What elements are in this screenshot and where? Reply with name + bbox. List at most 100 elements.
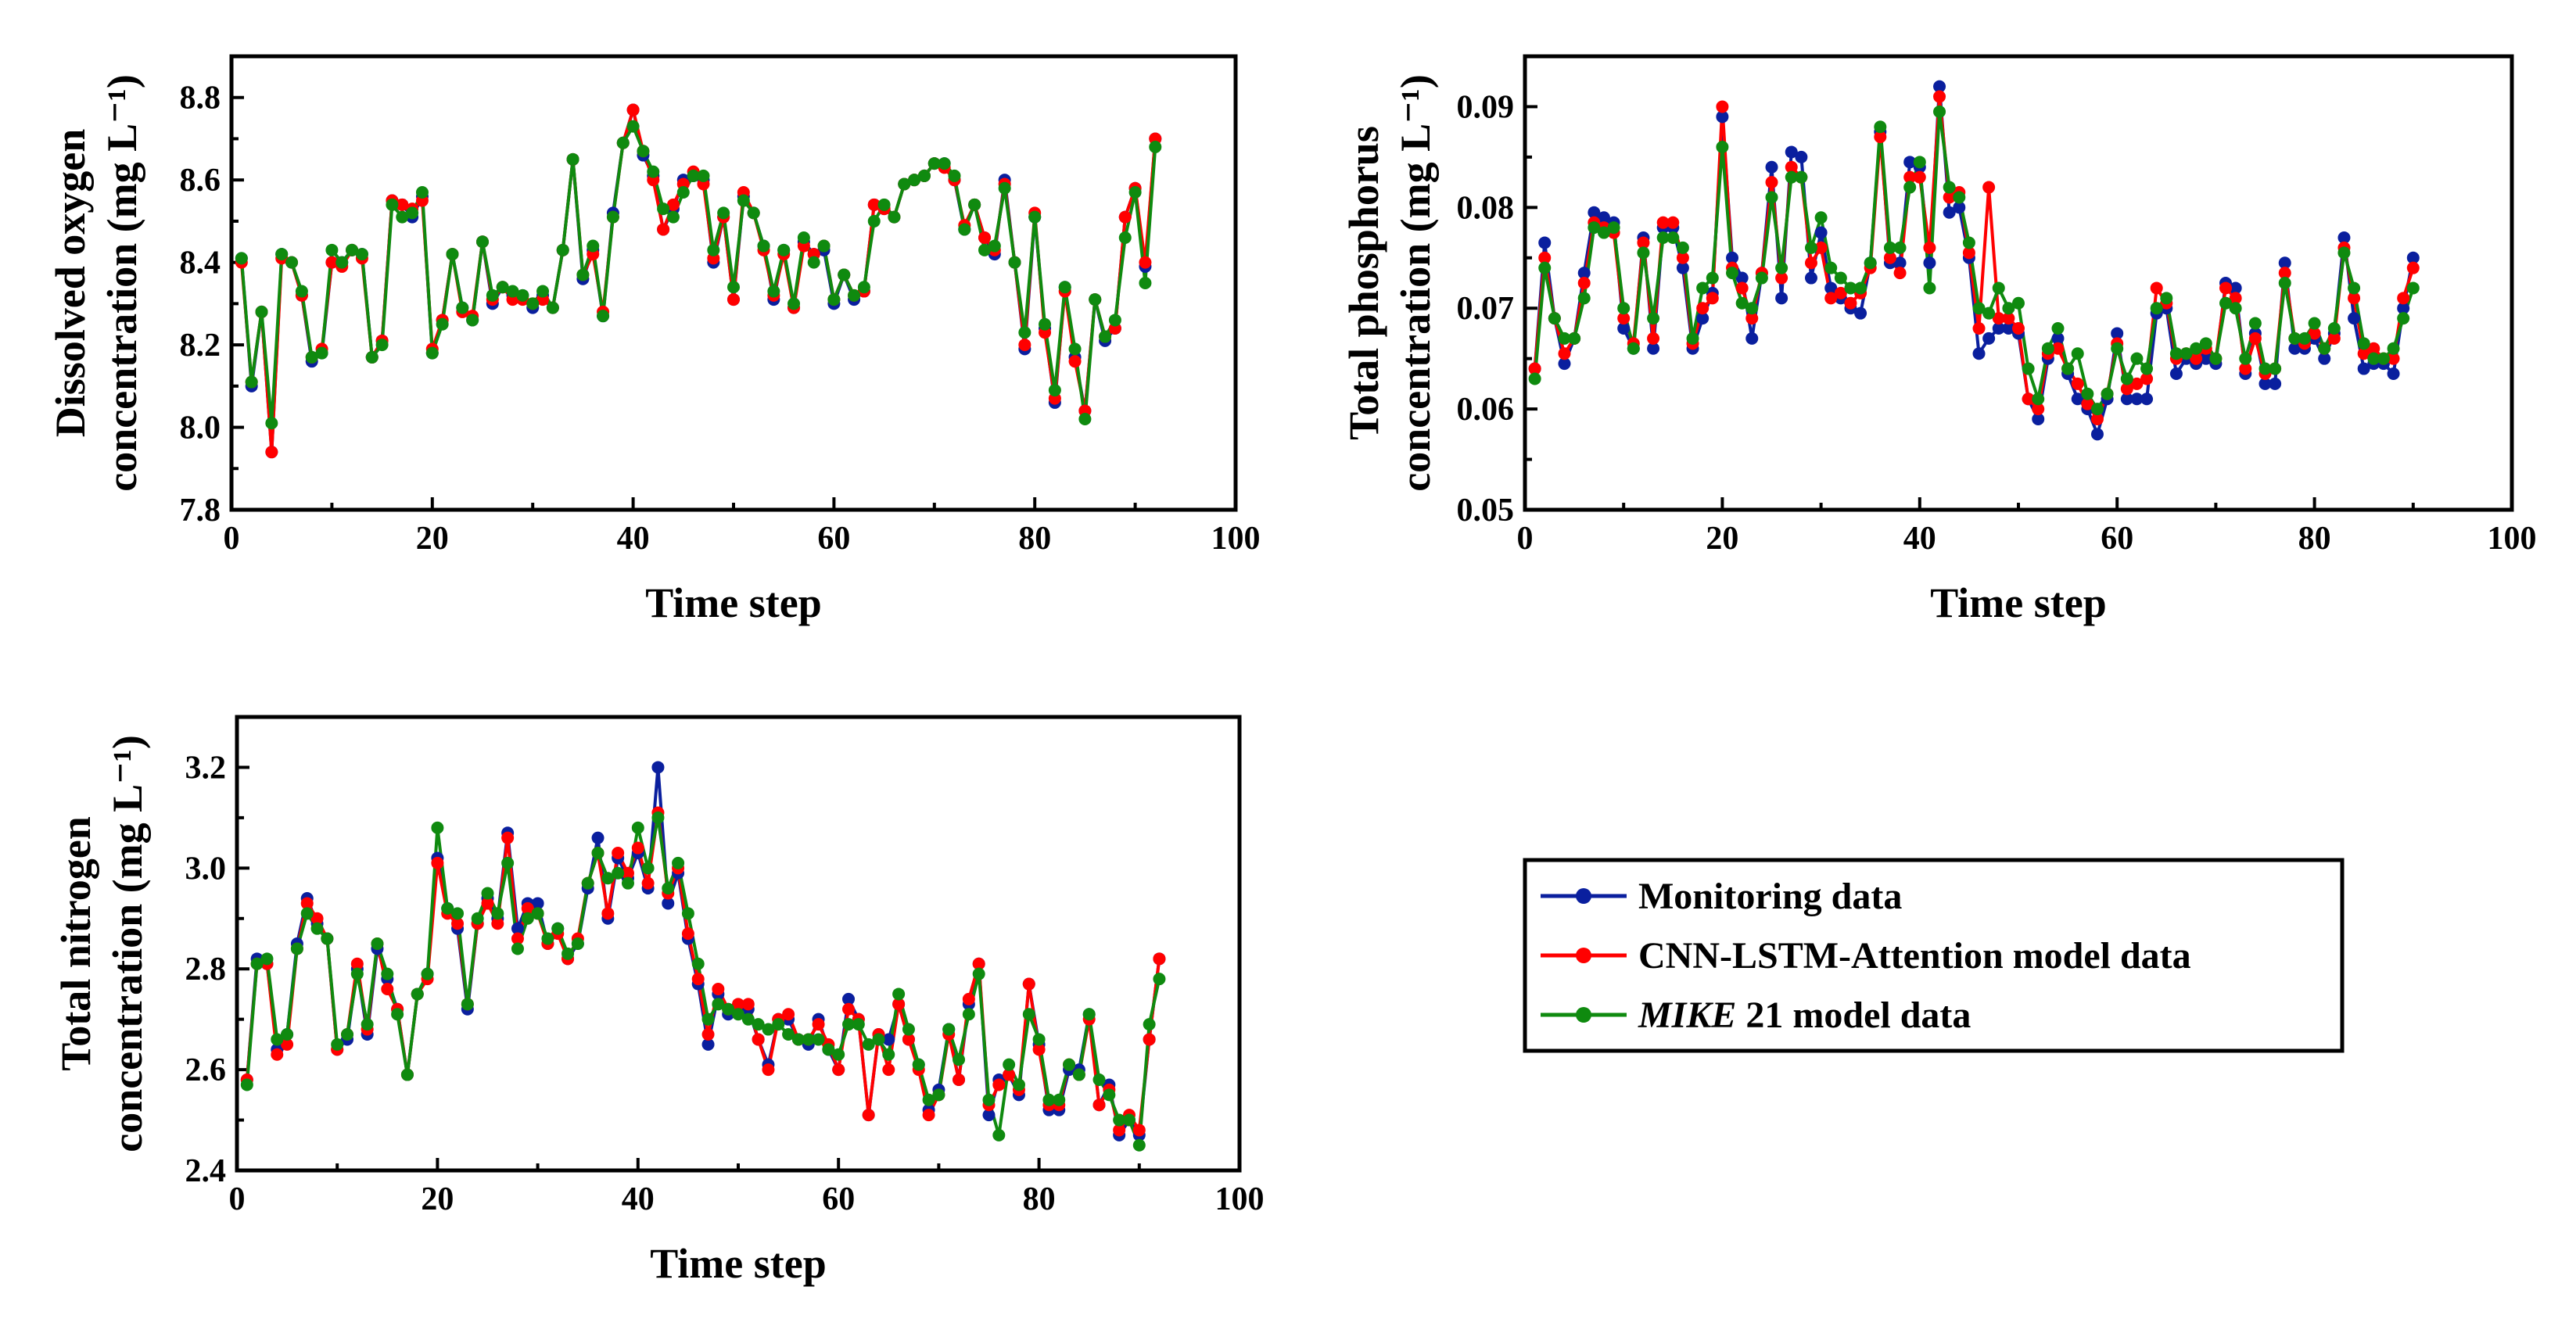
data-point-mike21 (2071, 347, 2084, 360)
data-point-cnn-lstm (657, 223, 670, 236)
data-point-mike21 (2002, 302, 2015, 315)
data-point-monitoring (2397, 302, 2410, 315)
data-point-mike21 (2269, 362, 2282, 375)
data-point-mike21 (968, 198, 981, 211)
data-point-mike21 (2209, 352, 2223, 365)
data-point-mike21 (1078, 413, 1092, 425)
data-point-cnn-lstm (1765, 176, 1778, 189)
data-point-cnn-lstm (701, 1028, 715, 1041)
data-point-cnn-lstm (962, 992, 975, 1005)
data-point-mike21 (1874, 120, 1887, 134)
data-point-monitoring (1943, 206, 1956, 219)
data-point-cnn-lstm (631, 841, 644, 855)
data-point-cnn-lstm (1972, 322, 1986, 335)
data-point-mike21 (1042, 1093, 1056, 1106)
data-point-mike21 (2337, 246, 2351, 260)
data-point-cnn-lstm (1943, 191, 1956, 204)
data-point-cnn-lstm (2367, 342, 2380, 355)
data-point-mike21 (2041, 342, 2054, 355)
data-point-mike21 (917, 169, 931, 182)
data-point-monitoring (1903, 156, 1917, 169)
data-point-mike21 (942, 1023, 956, 1036)
data-point-mike21 (591, 847, 605, 859)
data-point-mike21 (521, 912, 534, 925)
data-point-mike21 (1893, 241, 1907, 254)
series-points-mike21 (240, 811, 1166, 1152)
data-point-mike21 (616, 136, 630, 149)
data-point-mike21 (411, 987, 424, 1001)
data-point-monitoring (1795, 150, 1808, 163)
data-point-monitoring (1982, 332, 1996, 345)
data-point-mike21 (281, 1028, 294, 1041)
data-point-mike21 (597, 310, 610, 323)
data-point-mike21 (1122, 1113, 1136, 1127)
data-point-monitoring (2288, 342, 2302, 355)
data-point-mike21 (857, 281, 870, 294)
data-point-mike21 (1883, 241, 1896, 254)
series-points-mike21 (235, 120, 1162, 430)
data-point-mike21 (938, 157, 951, 170)
data-point-cnn-lstm (1132, 1124, 1146, 1137)
data-point-mike21 (2258, 362, 2272, 375)
data-point-monitoring (1933, 80, 1946, 93)
data-point-cnn-lstm (1637, 236, 1650, 249)
y-axis-title-line1: Total nitrogen (52, 816, 99, 1071)
x-tick-label: 20 (1706, 521, 1738, 557)
data-point-cnn-lstm (752, 1033, 765, 1046)
data-point-cnn-lstm (842, 1002, 856, 1016)
data-point-mike21 (466, 314, 479, 327)
data-point-mike21 (1726, 267, 1739, 280)
data-point-mike21 (872, 1033, 885, 1046)
data-point-mike21 (310, 922, 324, 935)
data-point-mike21 (902, 1023, 915, 1036)
data-point-mike21 (240, 1078, 253, 1091)
data-point-cnn-lstm (451, 917, 465, 930)
data-point-cnn-lstm (1118, 210, 1132, 224)
data-point-cnn-lstm (501, 831, 515, 844)
data-point-cnn-lstm (2397, 292, 2410, 305)
data-point-cnn-lstm (953, 1073, 966, 1086)
data-point-mike21 (1647, 312, 1660, 325)
data-point-mike21 (982, 1093, 996, 1106)
data-point-mike21 (1022, 1008, 1035, 1021)
data-point-monitoring (1824, 281, 1838, 295)
data-point-cnn-lstm (431, 856, 444, 869)
data-point-mike21 (2348, 281, 2361, 295)
data-point-cnn-lstm (2278, 267, 2291, 280)
data-point-monitoring (2318, 352, 2331, 365)
legend-label-mike21: MIKE 21 model data (1638, 995, 1971, 1036)
data-point-mike21 (2248, 317, 2262, 330)
data-point-cnn-lstm (1018, 339, 1031, 352)
data-point-mike21 (255, 305, 268, 318)
x-axis-title: Time step (1930, 579, 2107, 626)
data-point-mike21 (1072, 1068, 1085, 1081)
data-point-mike21 (536, 285, 550, 298)
data-point-mike21 (1962, 236, 1975, 249)
data-point-mike21 (1588, 221, 1601, 235)
data-point-cnn-lstm (1092, 1098, 1106, 1112)
data-point-mike21 (1804, 241, 1817, 254)
data-point-cnn-lstm (992, 1078, 1006, 1091)
data-point-monitoring (701, 1038, 715, 1051)
data-point-cnn-lstm (1716, 100, 1729, 113)
data-point-monitoring (1716, 110, 1729, 124)
data-point-mike21 (396, 210, 409, 224)
data-point-cnn-lstm (1577, 277, 1591, 289)
data-point-cnn-lstm (271, 1048, 284, 1061)
data-point-cnn-lstm (1933, 90, 1946, 103)
data-point-mike21 (722, 1002, 735, 1016)
y-tick-label: 0.09 (1457, 89, 1515, 125)
data-point-cnn-lstm (2090, 413, 2104, 425)
data-point-mike21 (848, 289, 861, 302)
x-tick-label: 20 (421, 1181, 454, 1217)
data-point-mike21 (2051, 322, 2065, 335)
data-point-mike21 (511, 942, 524, 955)
data-point-mike21 (481, 887, 494, 900)
data-point-mike21 (1597, 226, 1610, 239)
data-point-cnn-lstm (641, 876, 655, 890)
data-point-monitoring (1577, 267, 1591, 280)
data-point-cnn-lstm (2219, 281, 2233, 295)
data-point-cnn-lstm (2190, 352, 2203, 365)
data-point-monitoring (1735, 271, 1749, 285)
data-point-mike21 (802, 1033, 815, 1046)
